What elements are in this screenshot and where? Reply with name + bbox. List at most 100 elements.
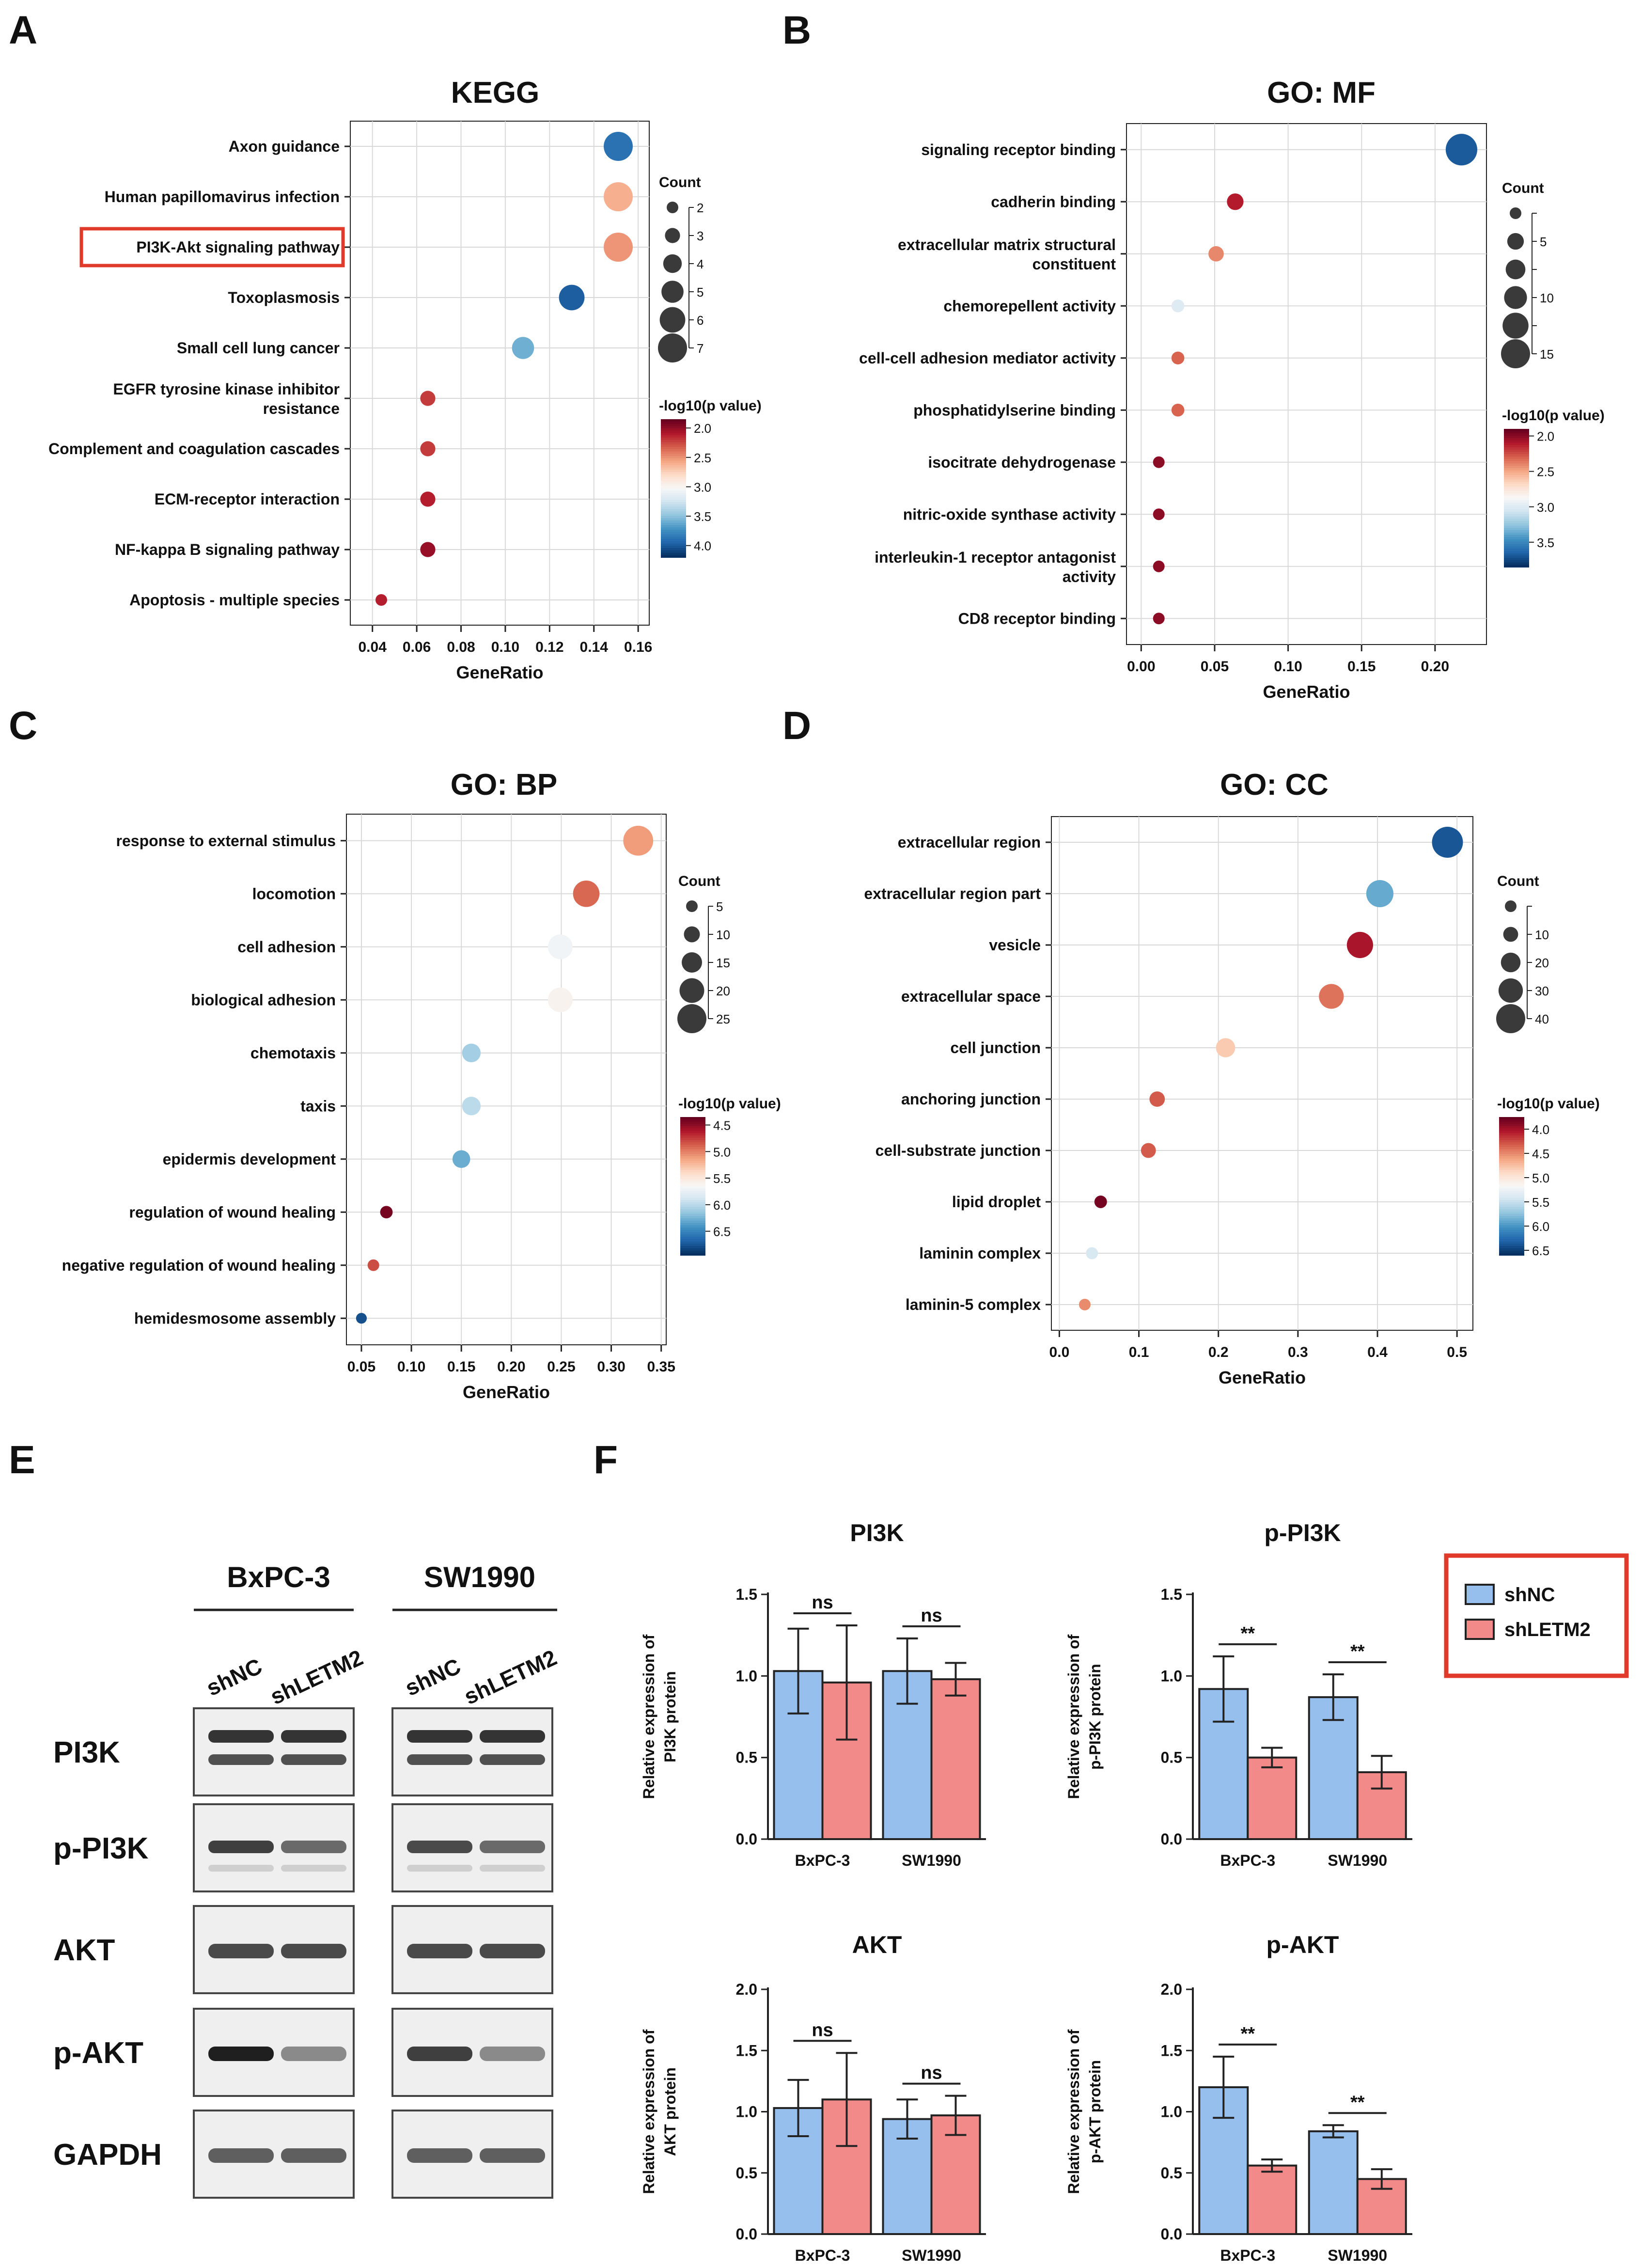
- legend-highlight-box: [1444, 1553, 1629, 1678]
- significance-label: **: [1240, 2024, 1255, 2044]
- color-legend-swatch: [1504, 466, 1529, 469]
- color-legend-swatch: [661, 474, 686, 477]
- color-legend-swatch: [661, 479, 686, 482]
- color-legend-swatch: [1504, 461, 1529, 464]
- size-legend-dot: [663, 254, 682, 273]
- color-legend-swatch: [1504, 475, 1529, 478]
- color-legend-swatch: [680, 1211, 705, 1214]
- x-tick-label: 0.2: [1208, 1344, 1229, 1360]
- size-legend-dot: [1510, 207, 1521, 219]
- term-label: response to external stimulus: [116, 832, 336, 850]
- term-label: chemorepellent activity: [943, 297, 1116, 315]
- color-legend-swatch: [661, 472, 686, 475]
- color-legend-swatch: [1504, 447, 1529, 450]
- color-legend-swatch: [680, 1177, 705, 1180]
- y-tick-label: 0.0: [736, 2225, 757, 2243]
- color-legend-swatch: [1504, 438, 1529, 441]
- term-label: laminin complex: [919, 1244, 1041, 1262]
- protein-band: [407, 1841, 472, 1853]
- bubble-point: [604, 233, 633, 262]
- y-tick-label: 1.5: [1161, 2042, 1182, 2059]
- color-legend-swatch: [680, 1220, 705, 1224]
- color-legend-swatch: [661, 447, 686, 450]
- chart-title: AKT: [852, 1931, 902, 1958]
- color-legend-swatch: [680, 1181, 705, 1184]
- x-tick-label: SW1990: [1328, 1852, 1387, 1869]
- size-legend-label: 7: [697, 341, 704, 356]
- protein-band: [208, 1865, 274, 1872]
- term-label: locomotion: [252, 885, 336, 902]
- term-label: Toxoplasmosis: [228, 289, 340, 306]
- bubble-point: [1432, 827, 1463, 858]
- color-legend-swatch: [1499, 1241, 1524, 1244]
- color-legend-swatch: [680, 1119, 705, 1122]
- color-legend-swatch: [661, 495, 686, 498]
- color-legend-swatch: [1504, 440, 1529, 443]
- protein-band: [407, 2047, 472, 2061]
- color-legend: -log10(p value) 4.5 5.0 5.5 6.0 6.5: [678, 1096, 781, 1256]
- x-tick-label: SW1990: [902, 1852, 961, 1869]
- color-legend-swatch: [661, 555, 686, 558]
- size-legend-dot: [661, 281, 684, 303]
- color-legend-swatch: [1499, 1248, 1524, 1251]
- color-legend-swatch: [1504, 521, 1529, 524]
- term-label: Complement and coagulation cascades: [48, 440, 340, 457]
- color-legend-swatch: [661, 428, 686, 431]
- color-legend-swatch: [1504, 528, 1529, 531]
- color-legend-swatch: [1499, 1223, 1524, 1226]
- color-legend-swatch: [680, 1133, 705, 1136]
- x-tick-label: 0.4: [1367, 1344, 1388, 1360]
- color-legend-swatch: [680, 1197, 705, 1200]
- plot-frame: [346, 814, 667, 1345]
- size-legend-dot: [1502, 313, 1529, 339]
- bubble-point: [1079, 1299, 1091, 1310]
- color-legend-swatch: [680, 1229, 705, 1233]
- protein-band: [208, 1944, 274, 1958]
- size-legend-label: 6: [697, 313, 704, 328]
- term-label: interleukin-1 receptor antagonist: [875, 549, 1116, 566]
- y-axis-label: Relative expression of: [1065, 1634, 1082, 1799]
- color-legend-swatch: [1504, 519, 1529, 521]
- term-label: nitric-oxide synthase activity: [903, 505, 1116, 523]
- color-legend-swatch: [661, 509, 686, 512]
- color-legend-swatch: [680, 1179, 705, 1182]
- color-legend-swatch: [661, 419, 686, 422]
- term-label: activity: [1063, 568, 1116, 585]
- x-tick-label: 0.04: [359, 639, 387, 655]
- term-label: signaling receptor binding: [921, 141, 1116, 158]
- term-label: lipid droplet: [952, 1193, 1041, 1211]
- color-legend-swatch: [1504, 509, 1529, 512]
- x-axis-label: GeneRatio: [463, 1382, 550, 1402]
- x-tick-label: BxPC-3: [1220, 2247, 1275, 2264]
- color-legend-swatch: [661, 421, 686, 425]
- color-legend-swatch: [1504, 493, 1529, 496]
- color-legend-swatch: [661, 543, 686, 547]
- color-legend-swatch: [1504, 458, 1529, 462]
- color-legend-swatch: [661, 525, 686, 528]
- color-legend-swatch: [1499, 1188, 1524, 1191]
- color-legend-swatch: [680, 1186, 705, 1189]
- color-legend-swatch: [680, 1137, 705, 1141]
- bubble-point: [375, 594, 387, 606]
- color-legend-swatch: [1499, 1142, 1524, 1145]
- bar: [1308, 2130, 1359, 2235]
- color-legend-swatch: [1504, 541, 1529, 545]
- size-legend-label: 15: [1540, 347, 1554, 362]
- color-legend-swatch: [661, 518, 686, 521]
- color-legend-swatch: [661, 449, 686, 452]
- color-legend-swatch: [1499, 1181, 1524, 1184]
- color-legend-swatch: [680, 1246, 705, 1249]
- y-tick-label: 1.0: [1161, 2103, 1182, 2121]
- color-legend-swatch: [1504, 498, 1529, 501]
- size-legend-dot: [659, 307, 686, 333]
- color-legend-swatch: [1504, 454, 1529, 457]
- color-legend-swatch: [680, 1154, 705, 1157]
- legend-label: shLETM2: [1504, 1619, 1591, 1640]
- color-legend-swatch: [1504, 504, 1529, 508]
- color-legend-swatch: [1499, 1202, 1524, 1205]
- color-legend-swatch: [680, 1131, 705, 1134]
- protein-band: [281, 1841, 346, 1853]
- bubble-point: [1366, 880, 1393, 908]
- protein-band: [407, 1730, 472, 1743]
- size-legend-title: Count: [659, 174, 701, 190]
